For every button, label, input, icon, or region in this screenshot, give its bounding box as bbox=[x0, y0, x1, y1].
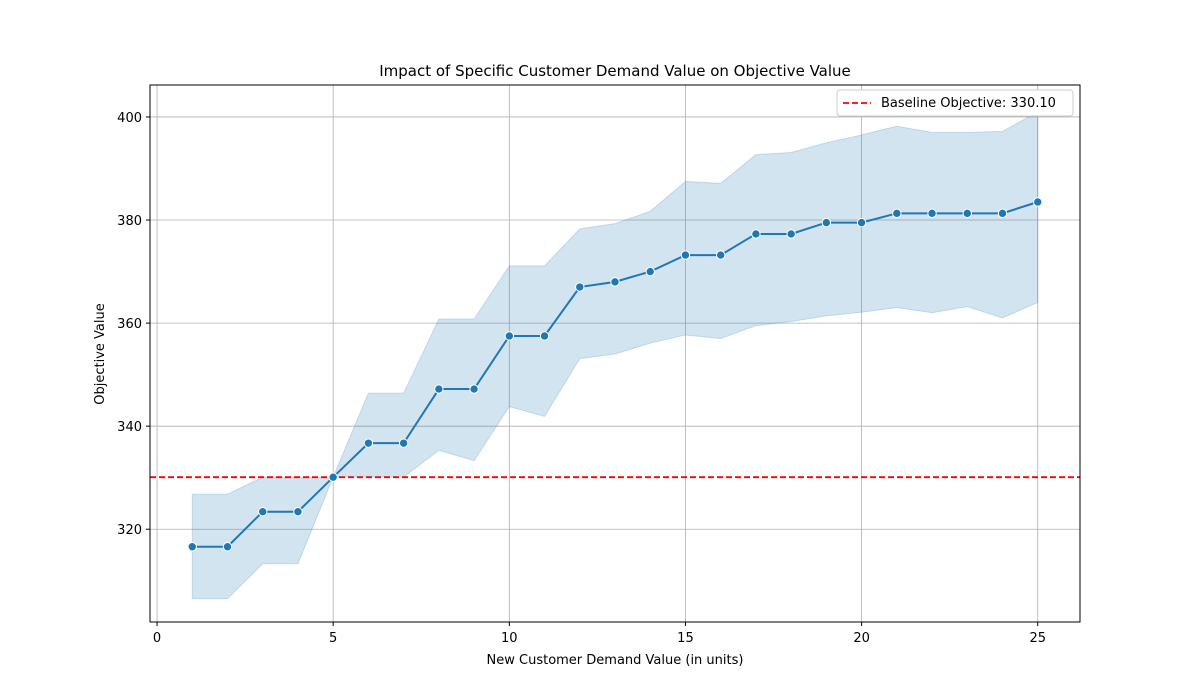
data-point bbox=[258, 507, 268, 517]
data-point bbox=[610, 277, 620, 287]
data-point bbox=[363, 438, 374, 448]
data-point bbox=[293, 507, 303, 517]
data-point bbox=[504, 331, 515, 341]
x-axis-ticks: 0 5 10 15 20 25 bbox=[153, 622, 1046, 646]
data-point bbox=[962, 208, 972, 219]
data-point bbox=[328, 472, 338, 482]
confidence-band-layer bbox=[191, 110, 1039, 600]
data-point bbox=[715, 250, 726, 260]
data-point bbox=[997, 208, 1008, 219]
data-point bbox=[751, 229, 761, 239]
data-point bbox=[680, 250, 691, 260]
x-tick-label: 0 bbox=[153, 631, 161, 646]
x-tick-label: 20 bbox=[853, 631, 870, 646]
y-tick-label: 340 bbox=[117, 420, 142, 435]
data-point bbox=[398, 438, 409, 448]
y-tick-label: 400 bbox=[117, 111, 142, 126]
data-point bbox=[1033, 197, 1043, 207]
y-axis-ticks: 320 340 360 380 400 bbox=[117, 111, 150, 538]
x-axis-title: New Customer Demand Value (in units) bbox=[487, 653, 744, 668]
data-point bbox=[821, 217, 832, 228]
y-tick-label: 360 bbox=[117, 317, 142, 332]
legend-baseline-label: Baseline Objective: 330.10 bbox=[881, 96, 1056, 111]
x-tick-label: 25 bbox=[1029, 631, 1046, 646]
chart-title: Impact of Specific Customer Demand Value… bbox=[379, 62, 851, 80]
data-point bbox=[892, 208, 902, 219]
x-tick-label: 5 bbox=[329, 631, 337, 646]
grid-lines bbox=[150, 85, 1080, 622]
data-point bbox=[187, 542, 197, 552]
y-tick-label: 320 bbox=[117, 523, 142, 538]
data-point bbox=[222, 542, 233, 552]
legend-box bbox=[836, 89, 1074, 117]
data-points bbox=[187, 197, 1043, 552]
data-point bbox=[539, 331, 550, 341]
data-point bbox=[434, 384, 444, 394]
x-tick-label: 15 bbox=[677, 631, 694, 646]
data-point bbox=[786, 229, 796, 239]
data-point bbox=[927, 208, 937, 219]
x-tick-label: 10 bbox=[501, 631, 518, 646]
y-tick-label: 380 bbox=[117, 214, 142, 229]
confidence-band bbox=[191, 110, 1039, 600]
data-point bbox=[856, 217, 867, 228]
y-axis-title: Objective Value bbox=[93, 303, 108, 404]
data-point bbox=[469, 384, 479, 394]
data-point bbox=[645, 266, 655, 277]
data-point bbox=[575, 282, 585, 292]
plot-area-frame bbox=[149, 84, 1081, 623]
legend: Baseline Objective: 330.10 bbox=[836, 89, 1074, 117]
